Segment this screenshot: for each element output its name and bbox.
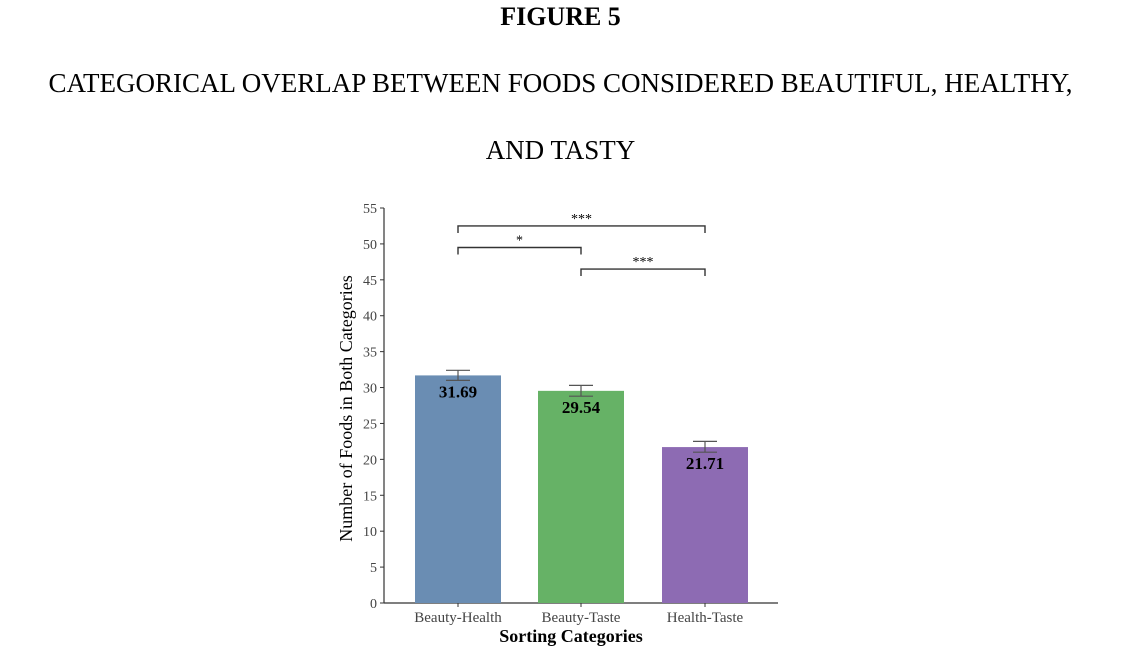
figure-label: FIGURE 5: [500, 2, 621, 31]
y-tick-label: 15: [363, 489, 377, 504]
y-axis-title: Number of Foods in Both Categories: [336, 275, 356, 541]
x-tick-label: Beauty-Taste: [542, 610, 621, 626]
y-tick-label: 40: [363, 310, 377, 325]
y-tick-label: 25: [363, 417, 377, 432]
figure-title-line-1: CATEGORICAL OVERLAP BETWEEN FOODS CONSID…: [48, 68, 1073, 98]
y-tick-label: 55: [363, 202, 377, 217]
y-tick-label: 10: [363, 525, 377, 540]
data-label: 21.71: [686, 454, 724, 473]
significance-bracket: [457, 225, 706, 233]
significance-label: *: [516, 234, 523, 249]
y-tick-label: 50: [363, 238, 377, 253]
significance-label: ***: [571, 212, 592, 227]
bar: [415, 375, 501, 603]
data-label: 31.69: [439, 382, 477, 401]
y-tick-label: 35: [363, 346, 377, 361]
significance-label: ***: [633, 255, 654, 270]
x-axis-title: Sorting Categories: [499, 626, 642, 646]
figure-title-line-2: AND TASTY: [485, 135, 636, 165]
y-tick-label: 0: [370, 597, 377, 612]
y-tick-label: 45: [363, 274, 377, 289]
y-tick-label: 30: [363, 382, 377, 397]
y-tick-label: 5: [370, 561, 377, 576]
bar: [662, 447, 748, 603]
significance-bracket: [580, 268, 706, 277]
y-tick-label: 20: [363, 453, 377, 468]
significance-bracket: [457, 246, 582, 255]
x-tick-label: Beauty-Health: [414, 610, 502, 626]
x-tick-label: Health-Taste: [667, 610, 744, 626]
data-label: 29.54: [562, 398, 601, 417]
bar: [538, 390, 624, 603]
